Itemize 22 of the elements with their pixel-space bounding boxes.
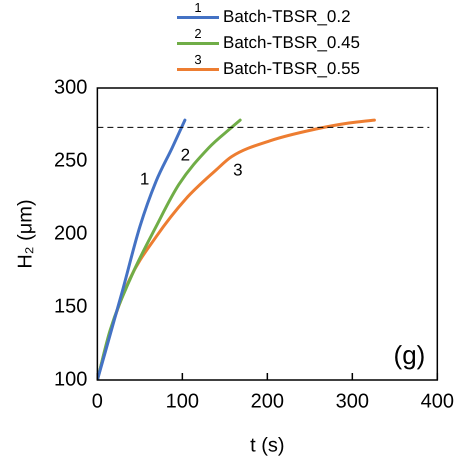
- annotation: 3: [233, 160, 243, 180]
- y-tick-label: 250: [54, 150, 88, 172]
- annotation: 1: [140, 170, 150, 189]
- text: 3: [194, 52, 202, 66]
- y-tick-label: 150: [54, 296, 88, 318]
- x-tick-label: 0: [92, 390, 103, 413]
- y-tick-label: 300: [54, 76, 88, 99]
- legend-label: Batch-TBSR_0.45: [223, 33, 360, 53]
- annotation: (g): [394, 340, 426, 370]
- y-tick-label: 100: [54, 368, 88, 391]
- annotation: 2: [180, 146, 190, 165]
- x-tick-label: 200: [250, 390, 284, 413]
- text: 1: [194, 0, 202, 14]
- x-tick-label: 100: [166, 390, 200, 413]
- legend-label: Batch-TBSR_0.55: [223, 59, 360, 79]
- x-tick-label: 300: [336, 390, 370, 413]
- text: 2: [194, 26, 202, 40]
- y-tick-label: 200: [54, 222, 88, 245]
- legend-label: Batch-TBSR_0.2: [223, 7, 351, 27]
- x-axis-title: t (s): [250, 434, 285, 457]
- x-tick-label: 400: [420, 390, 454, 413]
- y-axis-title: H₂ (μm): [14, 199, 37, 269]
